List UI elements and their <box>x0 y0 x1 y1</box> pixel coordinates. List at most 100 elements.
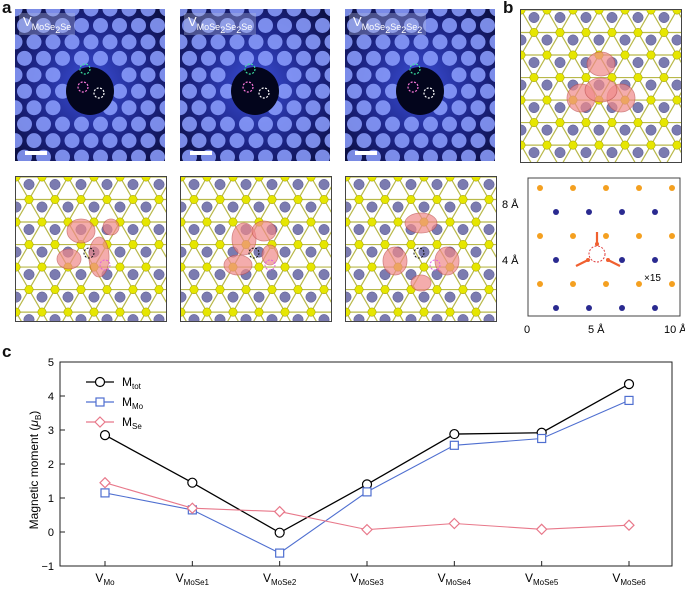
stm-spot <box>258 50 273 66</box>
stm-spot <box>461 50 476 66</box>
stm-spot <box>15 67 23 83</box>
mo-atom <box>470 201 482 213</box>
mo-atom <box>528 12 540 23</box>
stm-spot <box>121 9 137 17</box>
mo-atom <box>181 246 187 258</box>
stm-spot <box>150 50 165 66</box>
y-tick-label: 8 Å <box>502 198 519 211</box>
stm-spot <box>296 17 311 33</box>
se-site <box>570 281 576 287</box>
scale-bar <box>355 151 377 155</box>
mo-atom <box>140 201 152 213</box>
arrow-head <box>606 258 610 262</box>
mo-atom <box>606 12 618 23</box>
se-atom <box>115 262 125 272</box>
stm-spot <box>470 133 486 149</box>
mo-atom <box>23 179 35 190</box>
data-point <box>99 476 111 489</box>
mo-atom <box>346 246 352 258</box>
stm-label-1: VMoSe2Se <box>19 13 76 36</box>
spin-density-lobe <box>434 246 460 276</box>
se-site <box>636 281 642 287</box>
se-atom <box>215 195 225 204</box>
mo-atom <box>318 224 330 235</box>
mo-atom <box>188 179 200 190</box>
data-point <box>535 523 548 536</box>
se-atom <box>37 217 47 227</box>
mo-atom <box>645 79 657 91</box>
mo-atom <box>181 201 187 213</box>
stm-spot <box>26 67 42 83</box>
se-atom <box>76 285 86 295</box>
mo-atom <box>405 314 417 321</box>
vacancy-site <box>588 245 606 263</box>
y-tick-label: −1 <box>41 561 54 573</box>
stm-spot <box>180 133 188 149</box>
se-atom <box>471 217 481 227</box>
se-atom <box>445 177 455 182</box>
se-atom <box>594 140 604 150</box>
stm-spot <box>55 116 70 132</box>
y-tick-label: 3 <box>48 425 54 437</box>
stm-spot <box>277 116 292 132</box>
mo-atom <box>279 246 291 258</box>
mo-atom <box>127 224 139 235</box>
stm-spot <box>489 100 495 115</box>
se-atom <box>154 240 164 249</box>
stm-spot <box>64 9 80 17</box>
se-atom <box>484 240 494 249</box>
stm-spot <box>442 50 457 66</box>
stm-spot <box>15 133 23 149</box>
se-atom <box>672 95 681 105</box>
mo-site <box>652 305 658 311</box>
se-atom <box>659 28 669 37</box>
stm-spot <box>315 116 330 132</box>
se-atom <box>406 240 416 249</box>
se-site <box>603 281 609 287</box>
se-atom <box>542 140 552 150</box>
stm-atom-pattern <box>180 9 330 161</box>
stm-spot <box>83 34 99 50</box>
mo-atom <box>645 124 657 136</box>
stm-spot <box>248 133 264 149</box>
stm-spot <box>385 50 400 66</box>
mo-atom <box>253 291 265 303</box>
se-atom <box>346 217 351 227</box>
se-atom <box>458 240 468 249</box>
se-atom <box>529 28 539 37</box>
stm-spot <box>180 9 188 17</box>
mo-atom <box>658 147 670 159</box>
mo-atom <box>88 201 100 213</box>
stm-spot <box>423 50 438 66</box>
data-point <box>448 517 461 530</box>
stm-spot <box>45 100 61 116</box>
mo-atom <box>292 269 304 281</box>
mo-atom <box>366 246 378 258</box>
spin-density-lobe <box>102 218 120 236</box>
dipole-map-frame <box>527 177 681 317</box>
stm-spot <box>461 116 476 132</box>
mo-atom <box>181 291 187 303</box>
stm-spot <box>423 116 438 132</box>
stm-spot <box>201 83 216 99</box>
mo-atom <box>127 269 139 281</box>
se-atom <box>607 118 617 128</box>
stm-spot <box>239 116 254 132</box>
se-site <box>537 281 543 287</box>
stm-spot <box>366 17 381 33</box>
mo-atom <box>431 314 443 321</box>
x-tick-label: 10 Å <box>664 323 685 336</box>
se-atom <box>280 217 290 227</box>
stm-spot <box>248 34 264 50</box>
mo-atom <box>153 314 165 321</box>
mo-atom <box>214 179 226 190</box>
stm-spot <box>74 116 89 132</box>
stm-spot <box>159 67 165 83</box>
se-atom <box>37 177 47 182</box>
stm-spot <box>191 100 207 116</box>
mo-atom <box>240 179 252 190</box>
vacancy-marker <box>423 87 435 99</box>
se-atom <box>267 285 277 295</box>
stm-spot <box>131 149 146 161</box>
stm-spot <box>277 149 292 161</box>
